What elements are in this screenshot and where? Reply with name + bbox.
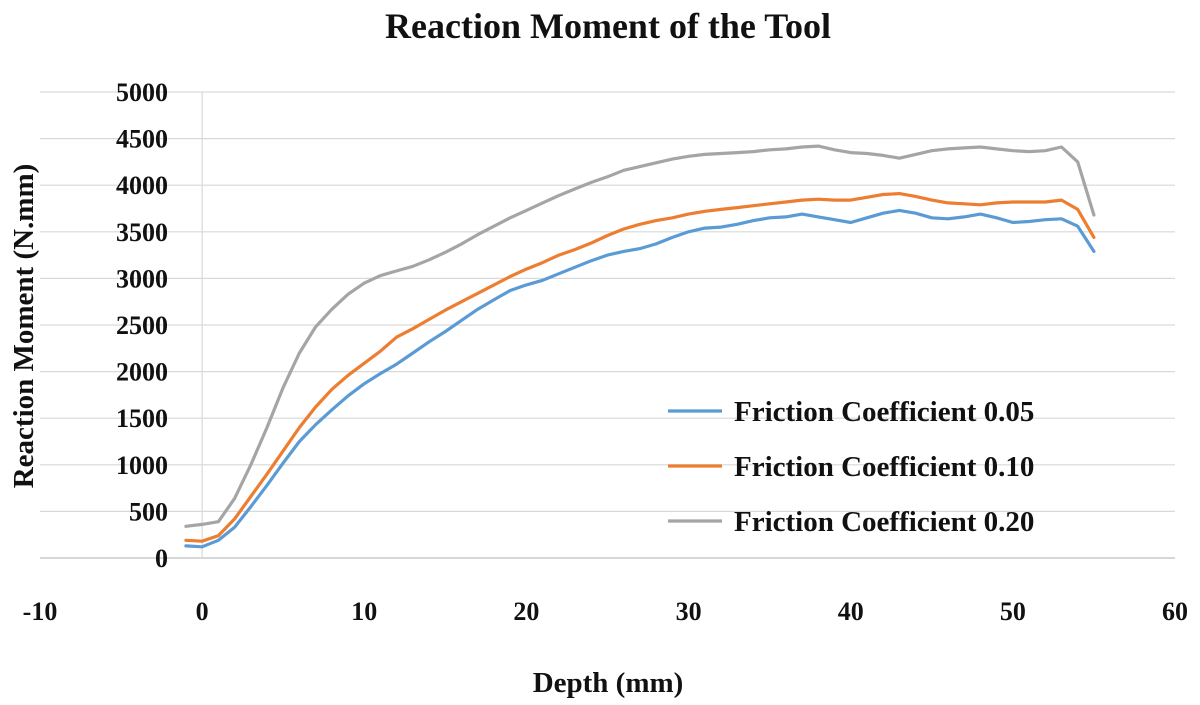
y-tick-label: 1500 bbox=[116, 404, 168, 433]
legend-label-0: Friction Coefficient 0.05 bbox=[734, 396, 1034, 428]
y-tick-label: 5000 bbox=[116, 78, 168, 107]
y-tick-label: 0 bbox=[155, 544, 168, 573]
y-tick-label: 4000 bbox=[116, 171, 168, 200]
series-line-0 bbox=[184, 208, 1096, 549]
gridlines bbox=[40, 91, 1175, 559]
x-tick-label: 50 bbox=[1000, 597, 1026, 626]
x-axis-tick-labels: -10 0 10 20 30 40 50 60 bbox=[23, 597, 1188, 626]
y-tick-label: 2000 bbox=[116, 358, 168, 387]
y-tick-label: 1000 bbox=[116, 451, 168, 480]
legend: Friction Coefficient 0.05 Friction Coeffi… bbox=[668, 396, 1034, 538]
y-tick-label: 2500 bbox=[116, 311, 168, 340]
y-tick-label: 4500 bbox=[116, 125, 168, 154]
y-tick-label: 3500 bbox=[116, 218, 168, 247]
y-axis-tick-labels: 0 500 1000 1500 2000 2500 3000 3500 4000 4500 5000 bbox=[116, 78, 168, 573]
x-tick-label: 40 bbox=[838, 597, 864, 626]
legend-label-1: Friction Coefficient 0.10 bbox=[734, 451, 1034, 483]
legend-label-2: Friction Coefficient 0.20 bbox=[734, 506, 1034, 538]
x-tick-label: 20 bbox=[513, 597, 539, 626]
chart-title: Reaction Moment of the Tool bbox=[385, 6, 831, 46]
y-tick-label: 3000 bbox=[116, 264, 168, 293]
x-tick-label: 30 bbox=[676, 597, 702, 626]
x-tick-label: -10 bbox=[23, 597, 58, 626]
y-axis-title: Reaction Moment (N.mm) bbox=[8, 164, 40, 489]
x-axis-title: Depth (mm) bbox=[533, 667, 684, 699]
x-tick-label: 10 bbox=[351, 597, 377, 626]
x-tick-label: 0 bbox=[196, 597, 209, 626]
x-tick-label: 60 bbox=[1162, 597, 1188, 626]
series-line-1 bbox=[184, 192, 1096, 543]
series-lines bbox=[184, 144, 1096, 549]
y-tick-label: 500 bbox=[129, 497, 168, 526]
series-line-2 bbox=[184, 144, 1096, 528]
